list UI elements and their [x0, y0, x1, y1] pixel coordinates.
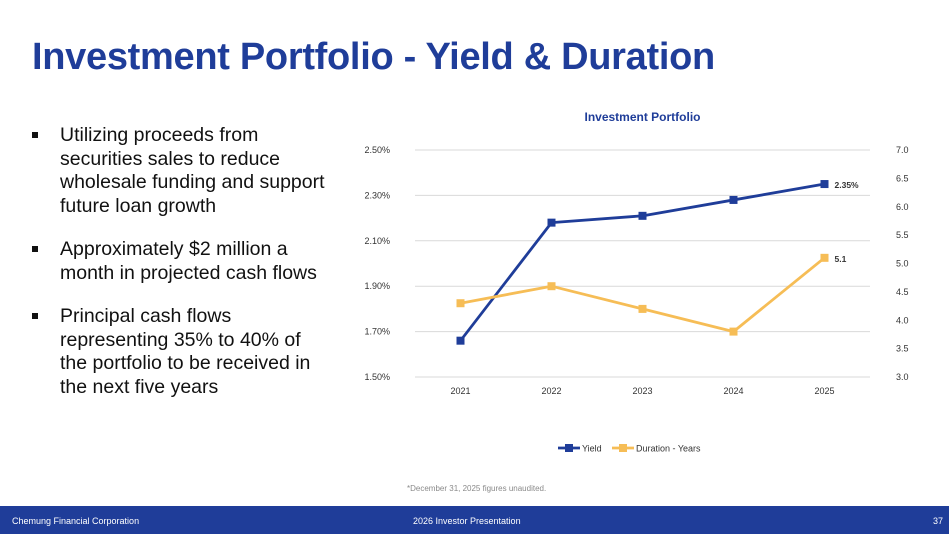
- square-bullet-icon: [32, 246, 38, 252]
- data-point-yield: [729, 195, 738, 204]
- footer-bar: Chemung Financial Corporation 2026 Inves…: [0, 506, 949, 534]
- left-axis-tick-label: 2.10%: [364, 236, 390, 246]
- right-axis-tick-label: 6.0: [896, 202, 909, 212]
- data-point-yield: [820, 180, 829, 189]
- data-point-duration: [729, 327, 738, 336]
- footer-company: Chemung Financial Corporation: [12, 516, 140, 526]
- page-number: 37: [932, 516, 943, 526]
- right-axis-tick-label: 6.5: [896, 173, 909, 183]
- bullet-item: Approximately $2 million a month in proj…: [30, 238, 330, 285]
- right-axis-tick-label: 5.0: [896, 259, 909, 269]
- right-axis-tick-label: 4.0: [896, 315, 909, 325]
- bullet-item: Principal cash flows representing 35% to…: [30, 305, 330, 399]
- square-bullet-icon: [32, 313, 38, 319]
- right-axis-tick-label: 3.5: [896, 344, 909, 354]
- right-axis-tick-label: 3.0: [896, 372, 909, 382]
- x-axis-tick-label: 2023: [632, 386, 652, 396]
- data-label: 2.35%: [835, 180, 860, 190]
- data-point-yield: [638, 211, 647, 220]
- left-axis-tick-label: 1.70%: [364, 327, 390, 337]
- right-axis-tick-label: 5.5: [896, 230, 909, 240]
- slide-title: Investment Portfolio - Yield & Duration: [32, 36, 715, 78]
- left-axis-tick-label: 1.90%: [364, 281, 390, 291]
- x-axis-tick-label: 2025: [814, 386, 834, 396]
- left-axis-tick-label: 2.50%: [364, 145, 390, 155]
- data-point-yield: [456, 336, 465, 345]
- legend-label: Yield: [582, 444, 602, 454]
- x-axis-tick-label: 2021: [450, 386, 470, 396]
- data-point-duration: [820, 253, 829, 262]
- series-line-yield: [459, 182, 825, 342]
- footnote: *December 31, 2025 figures unaudited.: [407, 484, 547, 493]
- legend-marker-yield: [565, 444, 573, 452]
- right-axis-tick-label: 7.0: [896, 145, 909, 155]
- right-axis-tick-label: 4.5: [896, 287, 909, 297]
- investment-portfolio-chart: Investment Portfolio 1.50% 1.70% 1.90% 2.10%…: [364, 110, 909, 454]
- square-bullet-icon: [32, 132, 38, 138]
- data-label: 5.1: [835, 254, 847, 264]
- bullet-text: Utilizing proceeds from securities sales…: [60, 124, 325, 217]
- legend-label: Duration - Years: [636, 444, 701, 454]
- footer-presentation: 2026 Investor Presentation: [413, 516, 521, 526]
- legend-marker-duration: [619, 444, 627, 452]
- data-point-duration: [638, 304, 647, 313]
- bullet-text: Principal cash flows representing 35% to…: [60, 305, 311, 398]
- x-axis-tick-label: 2022: [541, 386, 561, 396]
- left-axis-tick-label: 2.30%: [364, 190, 390, 200]
- bullet-text: Approximately $2 million a month in proj…: [60, 238, 317, 284]
- data-point-yield: [547, 218, 556, 227]
- data-point-duration: [456, 299, 465, 308]
- x-axis-tick-label: 2024: [723, 386, 743, 396]
- bullet-list: Utilizing proceeds from securities sales…: [30, 124, 330, 419]
- chart-title: Investment Portfolio: [584, 110, 700, 124]
- left-axis-tick-label: 1.50%: [364, 372, 390, 382]
- bullet-item: Utilizing proceeds from securities sales…: [30, 124, 330, 218]
- data-point-duration: [547, 282, 556, 291]
